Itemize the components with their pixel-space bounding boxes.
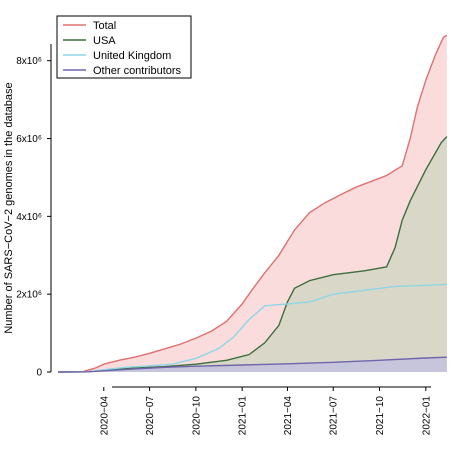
x-tick-label: 2021−04 xyxy=(283,396,294,436)
series-fills xyxy=(58,35,447,373)
legend: Total USA United Kingdom Other contributors xyxy=(56,15,192,79)
y-tick-label: 0 xyxy=(36,368,42,379)
y-tick-label: 8x10⁶ xyxy=(16,56,42,67)
x-tick-label: 2020−10 xyxy=(191,396,202,436)
x-tick-label: 2021−01 xyxy=(238,396,249,436)
legend-box xyxy=(56,15,192,79)
y-tick-label: 2x10⁶ xyxy=(16,290,42,301)
line-total xyxy=(57,34,448,373)
line-united-kingdom xyxy=(57,283,447,373)
x-ticks: 2020−04 2020−07 2020−10 2021−01 2021−04 2021−… xyxy=(99,387,432,435)
y-tick-label: 4x10⁶ xyxy=(16,212,42,223)
area-usa xyxy=(58,136,447,372)
legend-label-total: Total xyxy=(93,20,116,32)
line-other-contributors xyxy=(57,356,447,373)
line-usa xyxy=(57,136,448,373)
legend-label-united-kingdom: United Kingdom xyxy=(93,50,171,62)
x-tick-label: 2021−10 xyxy=(375,396,386,436)
x-tick-label: 2021−07 xyxy=(329,396,340,436)
legend-label-usa: USA xyxy=(93,35,116,47)
x-tick-label: 2020−07 xyxy=(145,396,156,436)
series-lines xyxy=(57,34,448,373)
x-tick-label: 2020−04 xyxy=(99,396,110,436)
x-tick-label: 2022−01 xyxy=(421,396,432,436)
y-axis-title: Number of SARS−CoV−2 genomes in the data… xyxy=(3,82,15,333)
legend-label-other-contributors: Other contributors xyxy=(93,65,182,77)
y-ticks: 0 2x10⁶ 4x10⁶ 6x10⁶ 8x10⁶ xyxy=(16,56,51,379)
y-tick-label: 6x10⁶ xyxy=(16,134,42,145)
